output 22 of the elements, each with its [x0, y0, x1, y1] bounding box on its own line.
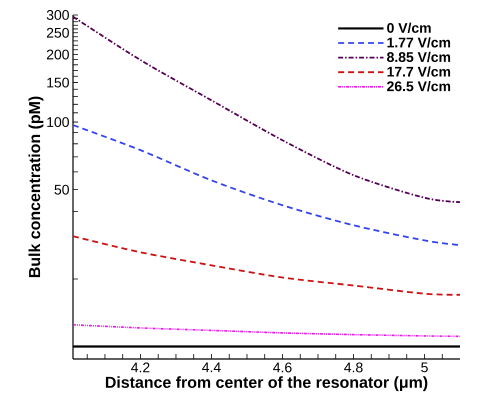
x-tick-label: 4.8	[344, 362, 363, 372]
x-tick-label: 5	[421, 362, 428, 372]
line-series	[73, 235, 460, 296]
x-axis-title: Distance from center of the resonator (μm)	[106, 376, 428, 392]
y-tick-label: 150	[47, 78, 69, 88]
legend-label: 8.85 V/cm	[387, 52, 450, 62]
legend-label: 0 V/cm	[387, 22, 431, 34]
y-tick-label: 50	[54, 184, 69, 195]
y-tick-label: 100	[47, 117, 69, 128]
line-series	[73, 124, 460, 246]
y-tick-label: 300	[46, 10, 69, 20]
x-tick-label: 4.6	[273, 362, 292, 372]
y-tick-label: 200	[46, 50, 69, 60]
y-axis-title: Bulk concentration (pM)	[28, 96, 44, 278]
x-tick-label: 4.2	[131, 362, 150, 372]
legend-label: 17.7 V/cm	[387, 66, 450, 77]
legend-label: 1.77 V/cm	[387, 37, 450, 48]
x-tick-label: 4.4	[202, 362, 221, 372]
y-tick-label: 250	[46, 28, 69, 38]
line-series	[73, 324, 460, 338]
legend-label: 26.5 V/cm	[387, 80, 450, 92]
line-series	[73, 16, 460, 204]
